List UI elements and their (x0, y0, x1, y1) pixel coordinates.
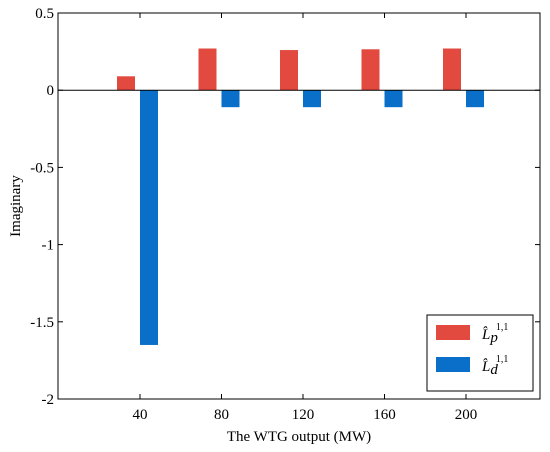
legend-swatch (436, 357, 470, 372)
x-tick-label: 200 (455, 407, 478, 423)
y-tick-label: -2 (42, 392, 55, 408)
y-axis-ticks: 0.5 0 -0.5 -1 -1.5 -2 (30, 6, 540, 408)
bar-ld (466, 90, 484, 108)
bar-ld (140, 90, 158, 345)
y-tick-label: -0.5 (30, 160, 54, 176)
bar-ld (303, 90, 321, 108)
bar-ld (221, 90, 240, 108)
bar-lp (361, 49, 380, 91)
y-axis-title: Imaginary (8, 175, 24, 237)
y-tick-label: 0 (47, 83, 55, 99)
y-tick-label: 0.5 (35, 6, 54, 22)
y-tick-label: -1 (42, 238, 55, 254)
x-axis-ticks: 40 80 120 160 200 (133, 13, 478, 423)
legend: L̂p1,1 L̂d1,1 (426, 314, 534, 392)
legend-label: L̂p1,1 (481, 322, 508, 346)
x-tick-label: 120 (292, 407, 315, 423)
bar-lp (443, 48, 461, 91)
x-tick-label: 80 (214, 407, 229, 423)
bar-lp (117, 76, 135, 91)
bar-lp (198, 48, 217, 91)
bars-group (117, 48, 484, 345)
legend-label: L̂d1,1 (481, 354, 508, 378)
x-tick-label: 40 (133, 407, 148, 423)
y-tick-label: -1.5 (30, 315, 54, 331)
x-tick-label: 160 (373, 407, 396, 423)
bar-ld (384, 90, 403, 108)
legend-swatch (436, 325, 470, 340)
x-axis-title: The WTG output (MW) (227, 429, 371, 445)
bar-lp (280, 50, 298, 91)
